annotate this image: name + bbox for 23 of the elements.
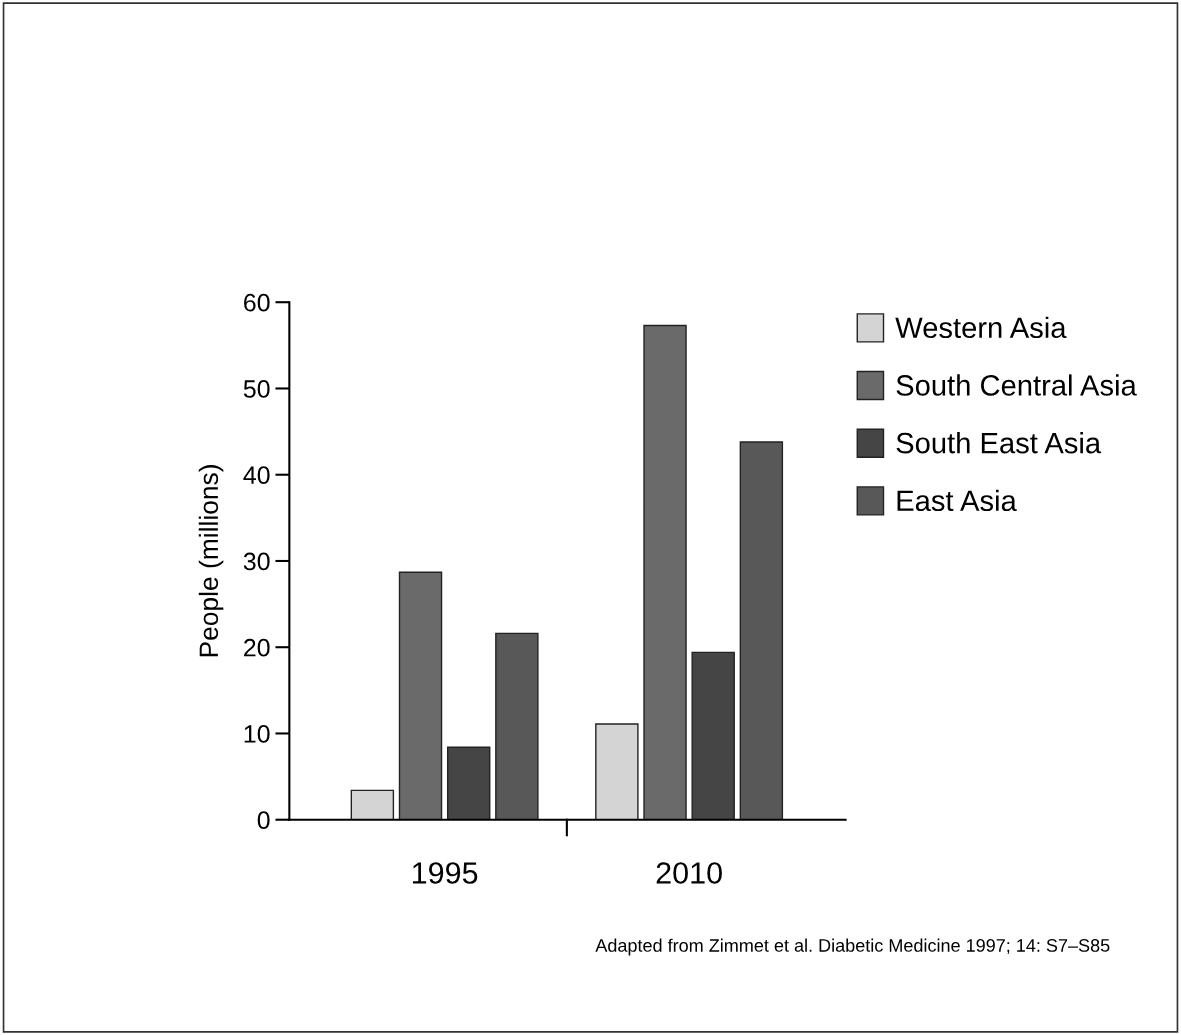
legend-label: South Central Asia — [896, 374, 1137, 396]
y-tick-label: 20 — [244, 638, 270, 657]
x-tick-label: 1995 — [412, 862, 478, 884]
y-tick-label: 60 — [244, 293, 270, 312]
legend-label: South East Asia — [896, 432, 1102, 454]
y-tick-label: 10 — [244, 725, 270, 743]
bar — [495, 632, 539, 820]
legend-label: East Asia — [897, 489, 1017, 512]
bar — [350, 789, 395, 820]
y-tick-label: 30 — [243, 552, 270, 571]
y-tick-label: 0 — [257, 811, 270, 830]
y-axis-title: People (millions) — [198, 465, 224, 657]
bar — [643, 324, 687, 820]
y-tick-label: 50 — [243, 380, 270, 398]
legend-label: Western Asia — [895, 316, 1067, 339]
x-tick-label: 2010 — [656, 862, 722, 884]
bar — [446, 746, 491, 820]
y-tick-label: 40 — [243, 466, 270, 485]
text: Adapted from Zimmet et al. Diabetic Medicine 1997; 14: S7–S85 — [595, 938, 1110, 956]
bar — [595, 723, 639, 820]
bar — [739, 441, 784, 820]
bar — [691, 651, 735, 820]
bar — [398, 571, 443, 820]
